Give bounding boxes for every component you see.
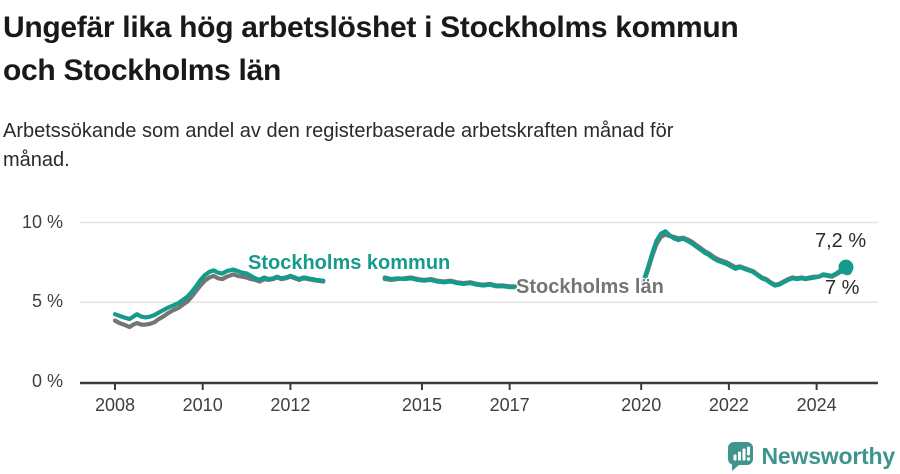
x-tick-label: 2012	[270, 395, 311, 415]
series-line-stockholms-kommun	[112, 267, 326, 322]
title-line-1: Ungefär lika hög arbetslöshet i Stockhol…	[3, 11, 739, 44]
page-title: Ungefär lika hög arbetslöshet i Stockhol…	[3, 6, 893, 92]
x-tick-label: 2015	[401, 395, 442, 415]
y-tick-label: 0 %	[31, 371, 63, 391]
chart-subtitle: Arbetssökande som andel av den registerb…	[3, 117, 873, 175]
newsworthy-wordmark: Newsworthy	[761, 442, 896, 469]
newsworthy-logo-icon	[727, 442, 753, 471]
x-tick-label: 2020	[621, 395, 662, 415]
series-label-stockholms-kommun: Stockholms kommun	[248, 252, 451, 274]
x-tick-label: 2024	[796, 395, 837, 415]
newsworthy-branding: Newsworthy	[727, 441, 895, 471]
subtitle-line-2: månad.	[3, 149, 70, 171]
series-line-stockholms-kommun	[641, 229, 849, 288]
title-line-2: och Stockholms län	[3, 54, 281, 87]
x-tick-label: 2010	[182, 395, 223, 415]
x-tick-label: 2008	[94, 395, 136, 415]
series-line-stockholms-kommun	[382, 275, 518, 290]
x-tick-label: 2022	[708, 395, 749, 415]
end-dot-stockholms-kommun	[838, 259, 854, 275]
y-tick-label: 5 %	[31, 291, 63, 312]
subtitle-line-1: Arbetssökande som andel av den registerb…	[3, 120, 674, 142]
series-label-stockholms-lan: Stockholms län	[516, 276, 664, 298]
x-tick-label: 2017	[489, 395, 530, 415]
y-tick-label: 10 %	[21, 211, 63, 232]
end-value-label-lan: 7 %	[825, 277, 860, 299]
end-value-label-kommun: 7,2 %	[815, 230, 867, 252]
